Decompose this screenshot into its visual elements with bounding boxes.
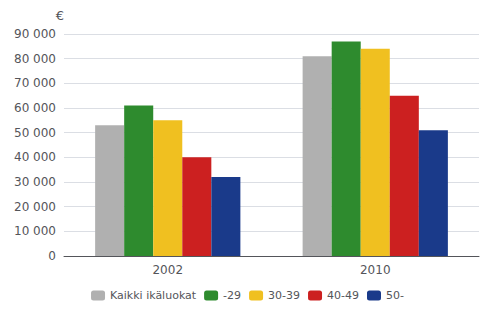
svg-text:€: € bbox=[56, 8, 64, 23]
svg-text:90 000: 90 000 bbox=[14, 27, 56, 41]
svg-text:-29: -29 bbox=[223, 289, 241, 302]
svg-text:2010: 2010 bbox=[360, 263, 391, 277]
svg-text:50-: 50- bbox=[386, 289, 404, 302]
svg-text:70 000: 70 000 bbox=[14, 76, 56, 90]
svg-text:20 000: 20 000 bbox=[14, 200, 56, 214]
svg-text:2002: 2002 bbox=[152, 263, 183, 277]
svg-text:60 000: 60 000 bbox=[14, 101, 56, 115]
svg-text:10 000: 10 000 bbox=[14, 224, 56, 238]
svg-text:30-39: 30-39 bbox=[268, 289, 300, 302]
svg-text:80 000: 80 000 bbox=[14, 52, 56, 66]
svg-text:40 000: 40 000 bbox=[14, 150, 56, 164]
svg-text:0: 0 bbox=[48, 249, 56, 263]
svg-text:30 000: 30 000 bbox=[14, 175, 56, 189]
svg-text:40-49: 40-49 bbox=[327, 289, 359, 302]
svg-text:50 000: 50 000 bbox=[14, 126, 56, 140]
svg-text:Kaikki ikäluokat: Kaikki ikäluokat bbox=[110, 289, 197, 302]
